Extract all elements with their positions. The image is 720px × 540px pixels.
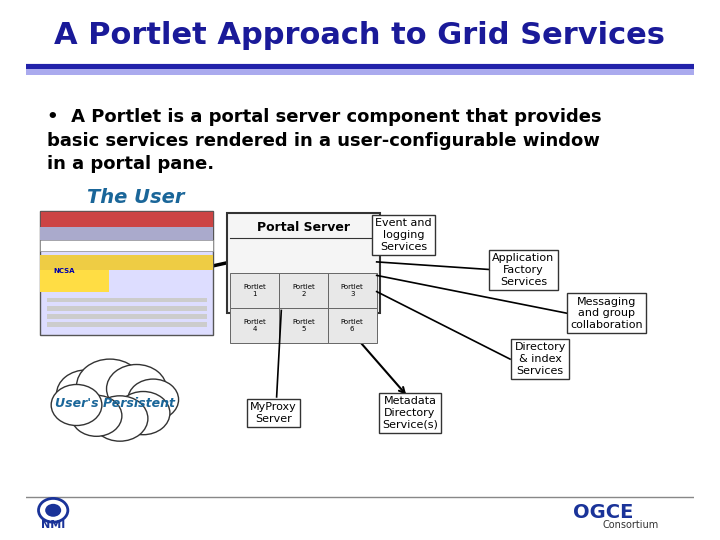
Bar <box>40 240 213 251</box>
Text: OGCE: OGCE <box>573 503 634 523</box>
Text: •  A Portlet is a portal server component that provides
basic services rendered : • A Portlet is a portal server component… <box>47 108 601 173</box>
Circle shape <box>128 379 179 420</box>
Text: Portlet
2: Portlet 2 <box>292 284 315 297</box>
Bar <box>40 255 213 270</box>
Bar <box>27 66 693 75</box>
Bar <box>279 308 328 343</box>
Bar <box>40 227 213 240</box>
Circle shape <box>56 370 117 418</box>
Text: Portal Server: Portal Server <box>257 221 350 234</box>
Bar <box>230 273 279 308</box>
Text: NCSA: NCSA <box>53 268 75 274</box>
Text: NMI: NMI <box>41 520 66 530</box>
FancyBboxPatch shape <box>227 213 380 313</box>
Circle shape <box>92 396 148 441</box>
Bar <box>40 259 109 292</box>
Bar <box>47 314 207 319</box>
Bar <box>279 273 328 308</box>
Circle shape <box>51 384 102 426</box>
Bar <box>47 322 207 327</box>
Text: Portlet
1: Portlet 1 <box>243 284 266 297</box>
Text: User's Persistent: User's Persistent <box>55 397 175 410</box>
Bar <box>27 65 693 69</box>
Text: Portlet
3: Portlet 3 <box>341 284 364 297</box>
Bar <box>328 273 377 308</box>
Bar <box>328 308 377 343</box>
Circle shape <box>71 395 122 436</box>
Text: Portlet
6: Portlet 6 <box>341 319 364 332</box>
Bar <box>40 211 213 227</box>
Text: Directory
& index
Services: Directory & index Services <box>514 342 566 376</box>
Circle shape <box>107 364 166 413</box>
Text: Application
Factory
Services: Application Factory Services <box>492 253 554 287</box>
Text: Event and
logging
Services: Event and logging Services <box>375 218 432 252</box>
Circle shape <box>76 359 143 413</box>
Text: The User: The User <box>86 187 184 207</box>
Bar <box>230 308 279 343</box>
Text: Portlet
5: Portlet 5 <box>292 319 315 332</box>
Bar <box>47 298 207 302</box>
Circle shape <box>45 504 61 517</box>
Text: Metadata
Directory
Service(s): Metadata Directory Service(s) <box>382 396 438 430</box>
Circle shape <box>117 392 170 435</box>
Text: A Portlet Approach to Grid Services: A Portlet Approach to Grid Services <box>55 21 665 50</box>
FancyBboxPatch shape <box>40 211 213 335</box>
Text: MyProxy
Server: MyProxy Server <box>250 402 297 424</box>
Text: Messaging
and group
collaboration: Messaging and group collaboration <box>570 296 643 330</box>
Text: Portlet
4: Portlet 4 <box>243 319 266 332</box>
Text: Consortium: Consortium <box>602 520 658 530</box>
Bar <box>47 306 207 310</box>
